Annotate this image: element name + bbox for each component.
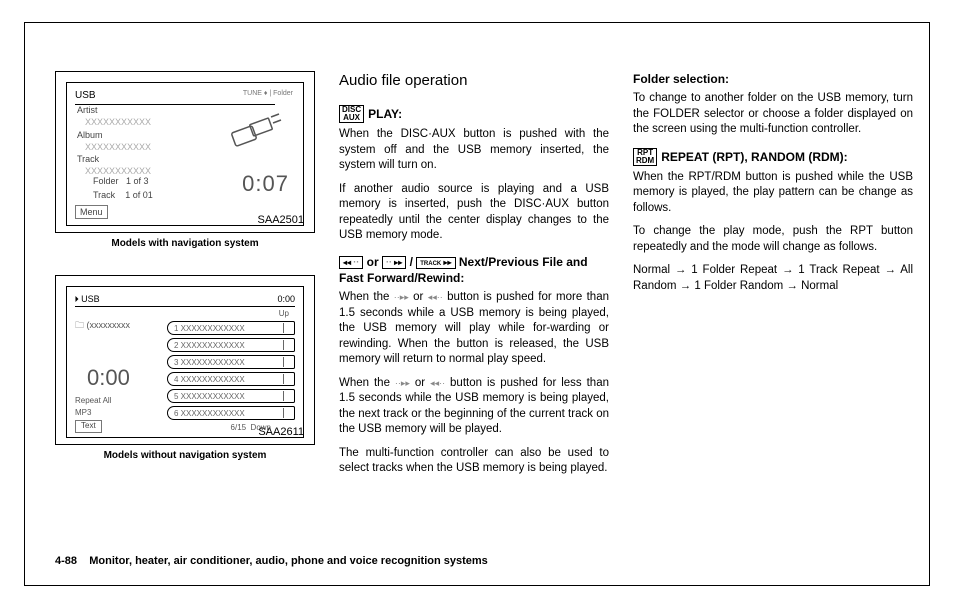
- play-heading: DISCAUX PLAY:: [339, 105, 609, 123]
- figure-2: 🞂 USB 0:00 🗀 (xxxxxxxxx 0:00 Repeat All …: [55, 275, 315, 445]
- glyph-next: ··▸▸: [395, 378, 410, 388]
- fig2-rptall: Repeat All: [75, 396, 111, 407]
- np-p3: The multi-function controller can also b…: [339, 446, 609, 477]
- fig1-folder-track: Folder 1 of 3 Track 1 of 01: [93, 175, 153, 203]
- fig2-caption: Models without navigation system: [55, 449, 315, 463]
- fig2-header: 🞂 USB 0:00: [75, 293, 295, 307]
- figures-column: USB TUNE ♦ | Folder Artist XXXXXXXXXXX A…: [55, 71, 315, 485]
- fs-p: To change to another folder on the USB m…: [633, 91, 913, 138]
- fig2-mp3: MP3: [75, 408, 91, 419]
- fig1-time: 0:07: [242, 169, 289, 199]
- fig2-folder: 🗀 (xxxxxxxxx: [75, 319, 130, 331]
- p3b: or: [409, 291, 428, 303]
- disc-aux-icon: DISCAUX: [339, 105, 364, 123]
- fig2-text-button: Text: [75, 420, 102, 433]
- figure-1: USB TUNE ♦ | Folder Artist XXXXXXXXXXX A…: [55, 71, 315, 233]
- f1-folder-v: 1 of 3: [126, 176, 149, 186]
- f1-track-l: Track: [93, 190, 115, 200]
- fig1-screen: USB TUNE ♦ | Folder Artist XXXXXXXXXXX A…: [66, 82, 304, 226]
- usb-plug-icon: [227, 111, 283, 153]
- fig2-code: SAA2611: [258, 425, 304, 440]
- np-p1: When the ··▸▸ or ◂◂·· button is pushed f…: [339, 290, 609, 368]
- glyph-rw: ◂◂··: [428, 292, 443, 302]
- p3a: When the: [339, 291, 394, 303]
- play-label: PLAY:: [368, 106, 402, 122]
- fig2-screen: 🞂 USB 0:00 🗀 (xxxxxxxxx 0:00 Repeat All …: [66, 286, 304, 438]
- fig2-pos: 6/15: [231, 423, 247, 432]
- fig2-track-5: 5 XXXXXXXXXXXX: [167, 389, 295, 403]
- fig1-fields: Artist XXXXXXXXXXX Album XXXXXXXXXXX Tra…: [77, 105, 151, 179]
- f1-track-v: 1 of 01: [125, 190, 153, 200]
- fig2-time: 0:00: [87, 363, 130, 393]
- fig1-artist-label: Artist: [77, 105, 151, 116]
- slash: /: [410, 255, 413, 269]
- rr-label: REPEAT (RPT), RANDOM (RDM):: [661, 149, 847, 165]
- or-1: or: [367, 255, 379, 269]
- next-prev-heading: ◂◂ ·· or ·· ▸▸ / TRACK ▸▸ Next/Previous …: [339, 254, 609, 286]
- fig2-track-3: 3 XXXXXXXXXXXX: [167, 355, 295, 369]
- rr-seq: Normal → 1 Folder Repeat → 1 Track Repea…: [633, 263, 913, 294]
- rr-l2: RDM: [636, 157, 654, 165]
- fig2-up: Up: [279, 309, 289, 320]
- fig1-caption: Models with navigation system: [55, 237, 315, 251]
- fig1-album-val: XXXXXXXXXXX: [77, 142, 151, 153]
- f1-folder-l: Folder: [93, 176, 119, 186]
- rpt-rdm-icon: RPTRDM: [633, 148, 657, 166]
- fs-label: Folder selection:: [633, 71, 729, 87]
- np-p2: When the ··▸▸ or ◂◂·· button is pushed f…: [339, 376, 609, 438]
- rr-p1: When the RPT/RDM button is pushed while …: [633, 170, 913, 217]
- glyph-ff: ··▸▸: [394, 292, 409, 302]
- audio-file-operation-heading: Audio file operation: [339, 71, 609, 91]
- page-footer: 4-88 Monitor, heater, air conditioner, a…: [55, 554, 488, 569]
- play-p2: If another audio source is playing and a…: [339, 182, 609, 244]
- right-column: Folder selection: To change to another f…: [633, 71, 913, 485]
- play-p1: When the DISC·AUX button is pushed with …: [339, 127, 609, 174]
- fig1-menu-button: Menu: [75, 205, 108, 219]
- fig2-usb: USB: [81, 294, 100, 304]
- fig2-track-2: 2 XXXXXXXXXXXX: [167, 338, 295, 352]
- page-number: 4-88: [55, 555, 77, 567]
- middle-column: Audio file operation DISCAUX PLAY: When …: [339, 71, 609, 485]
- seek-fwd-icon: ·· ▸▸: [382, 256, 406, 269]
- seek-back-icon: ◂◂ ··: [339, 256, 363, 269]
- fig2-track-1: 1 XXXXXXXXXXXX: [167, 321, 295, 335]
- fig2-track-4: 4 XXXXXXXXXXXX: [167, 372, 295, 386]
- rr-p2: To change the play mode, push the RPT bu…: [633, 224, 913, 255]
- track-fwd-icon: TRACK ▸▸: [416, 257, 455, 269]
- glyph-prev: ◂◂··: [430, 378, 445, 388]
- footer-text: Monitor, heater, air conditioner, audio,…: [89, 555, 488, 567]
- fig2-folder-txt: (xxxxxxxxx: [87, 320, 131, 330]
- fig1-artist-val: XXXXXXXXXXX: [77, 117, 151, 128]
- rpt-rdm-heading: RPTRDM REPEAT (RPT), RANDOM (RDM):: [633, 148, 913, 166]
- fig1-code: SAA2501: [258, 213, 304, 228]
- fig2-track-6: 6 XXXXXXXXXXXX: [167, 406, 295, 420]
- disc-l2: AUX: [343, 114, 360, 122]
- fig2-hdrtime: 0:00: [277, 293, 295, 305]
- fig1-tune: TUNE ♦ | Folder: [243, 89, 293, 98]
- fig2-tracks: Up 1 XXXXXXXXXXXX 2 XXXXXXXXXXXX 3 XXXXX…: [167, 309, 295, 435]
- fig1-track-label: Track: [77, 154, 151, 165]
- folder-selection-heading: Folder selection:: [633, 71, 913, 87]
- fig1-album-label: Album: [77, 130, 151, 141]
- p4a: When the: [339, 377, 395, 389]
- p4b: or: [410, 377, 430, 389]
